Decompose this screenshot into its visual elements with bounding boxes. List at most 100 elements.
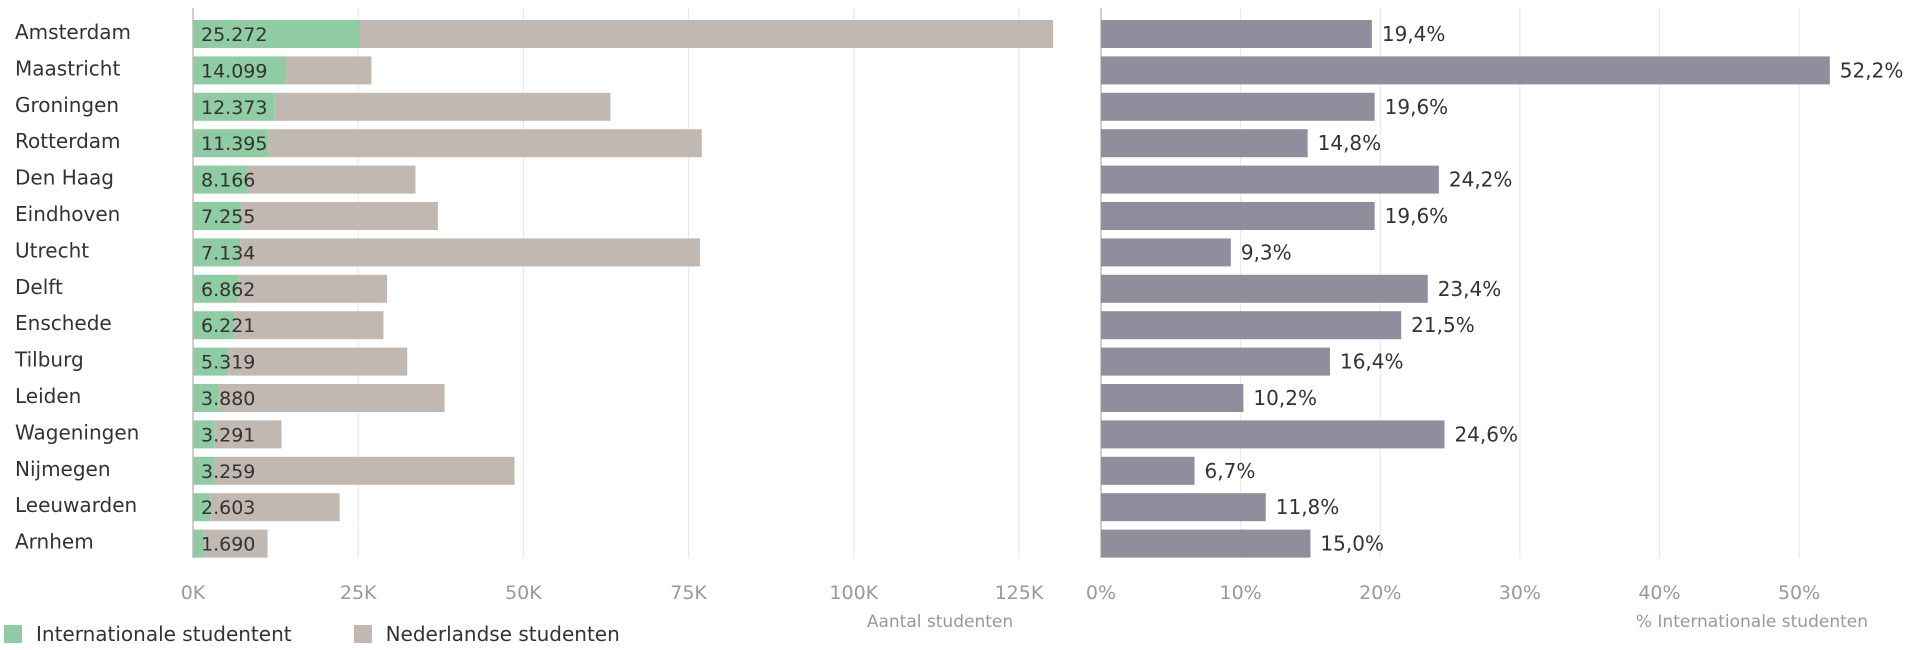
bar-international: [193, 529, 205, 558]
bar-value-label: 7.255: [201, 206, 255, 228]
category-label: Groningen: [15, 93, 119, 117]
bar-international: [193, 92, 275, 121]
bar-dutch: [240, 202, 438, 230]
bar-value-label: 24,6%: [1454, 422, 1518, 446]
category-label: Wageningen: [15, 420, 139, 444]
bar-dutch: [286, 56, 372, 85]
bar-value-label: 11,8%: [1276, 495, 1340, 519]
bar-value-label: 14,8%: [1318, 131, 1382, 155]
bar-dutch: [214, 420, 282, 449]
bar-value-label: 3.880: [201, 388, 255, 410]
category-label: Arnhem: [15, 530, 94, 554]
legend-swatch-dutch: [353, 625, 372, 643]
bar-value-label: 9,3%: [1241, 240, 1292, 264]
bar-international: [193, 347, 229, 376]
bar-international: [193, 493, 211, 522]
bar-international: [193, 456, 215, 485]
bar-value-label: 19,4%: [1382, 22, 1446, 46]
bar-value-label: 3.291: [201, 424, 255, 446]
bar-percentage: [1101, 92, 1375, 121]
bar-value-label: 21,5%: [1411, 313, 1475, 337]
legend-item-international: Internationale studentent: [0, 622, 292, 646]
bar-percentage: [1101, 529, 1311, 558]
bar-dutch: [268, 129, 702, 158]
legend-item-dutch: Nederlandse studenten: [350, 622, 620, 646]
category-label: Leiden: [15, 384, 81, 408]
bar-percentage: [1101, 165, 1439, 194]
bar-percentage: [1101, 238, 1231, 267]
category-label: Tilburg: [14, 348, 84, 372]
bar-value-label: 15,0%: [1320, 532, 1384, 556]
category-label: Eindhoven: [15, 202, 120, 226]
bar-value-label: 6.862: [201, 279, 255, 301]
bar-percentage: [1101, 274, 1428, 303]
bar-dutch: [228, 347, 408, 376]
x-tick-label-right: 50%: [1778, 582, 1820, 604]
category-label: Utrecht: [15, 238, 89, 262]
bar-international: [193, 56, 287, 85]
x-axis-label-left: Aantal studenten: [867, 612, 1013, 632]
bar-dutch: [246, 165, 416, 194]
bar-value-label: 19,6%: [1385, 95, 1449, 119]
bar-dutch: [359, 20, 1054, 48]
bar-international: [193, 384, 219, 412]
bar-value-label: 7.134: [201, 242, 255, 264]
bar-percentage: [1101, 311, 1402, 340]
bar-international: [193, 202, 241, 230]
x-tick-label-left: 25K: [340, 582, 377, 604]
bar-value-label: 2.603: [201, 497, 255, 519]
bar-international: [193, 165, 247, 194]
bar-value-label: 16,4%: [1340, 350, 1404, 374]
legend-label-international: Internationale studentent: [36, 622, 292, 646]
legend-label-dutch: Nederlandse studenten: [385, 622, 620, 646]
legend: Internationale studentent Nederlandse st…: [0, 622, 678, 646]
bar-dutch: [204, 529, 268, 558]
bar-percentage: [1101, 56, 1830, 85]
bar-value-label: 19,6%: [1385, 204, 1449, 228]
bar-international: [193, 238, 241, 267]
category-label: Nijmegen: [15, 457, 111, 481]
category-label: Maastricht: [15, 56, 120, 80]
bar-value-label: 24,2%: [1449, 168, 1513, 192]
bar-dutch: [238, 274, 388, 303]
bar-dutch: [218, 384, 445, 412]
x-tick-label-right: 30%: [1499, 582, 1541, 604]
x-tick-label-left: 75K: [670, 582, 707, 604]
x-tick-label-left: 125K: [995, 582, 1044, 604]
bar-value-label: 25.272: [201, 24, 267, 46]
x-tick-label-right: 20%: [1359, 582, 1401, 604]
bar-international: [193, 420, 215, 449]
bar-international: [193, 311, 235, 340]
bar-value-label: 6,7%: [1205, 459, 1256, 483]
bar-value-label: 12.373: [201, 97, 267, 119]
x-tick-label-right: 0%: [1086, 582, 1116, 604]
x-tick-label-left: 50K: [505, 582, 542, 604]
bar-percentage: [1101, 347, 1330, 376]
x-tick-label-left: 0K: [181, 582, 206, 604]
bar-value-label: 5.319: [201, 352, 255, 374]
bar-value-label: 3.259: [201, 461, 255, 483]
legend-swatch-international: [4, 625, 22, 643]
category-label: Rotterdam: [15, 129, 121, 153]
category-label: Amsterdam: [15, 20, 131, 44]
x-tick-label-right: 40%: [1638, 582, 1680, 604]
bar-percentage: [1101, 420, 1445, 449]
bar-dutch: [234, 311, 384, 340]
bar-dutch: [274, 92, 611, 121]
bar-international: [193, 129, 269, 158]
category-label: Leeuwarden: [15, 493, 137, 517]
x-axis-label-right: % Internationale studenten: [1636, 612, 1868, 632]
x-tick-label-right: 10%: [1220, 582, 1262, 604]
category-label: Enschede: [15, 311, 112, 335]
category-label: Den Haag: [15, 166, 114, 190]
bar-value-label: 52,2%: [1840, 58, 1904, 82]
bar-value-label: 11.395: [201, 133, 267, 155]
bar-value-label: 10,2%: [1253, 386, 1317, 410]
bar-percentage: [1101, 456, 1195, 485]
bar-percentage: [1101, 384, 1244, 412]
bar-dutch: [210, 493, 340, 522]
bar-international: [193, 20, 360, 48]
bar-percentage: [1101, 493, 1266, 522]
